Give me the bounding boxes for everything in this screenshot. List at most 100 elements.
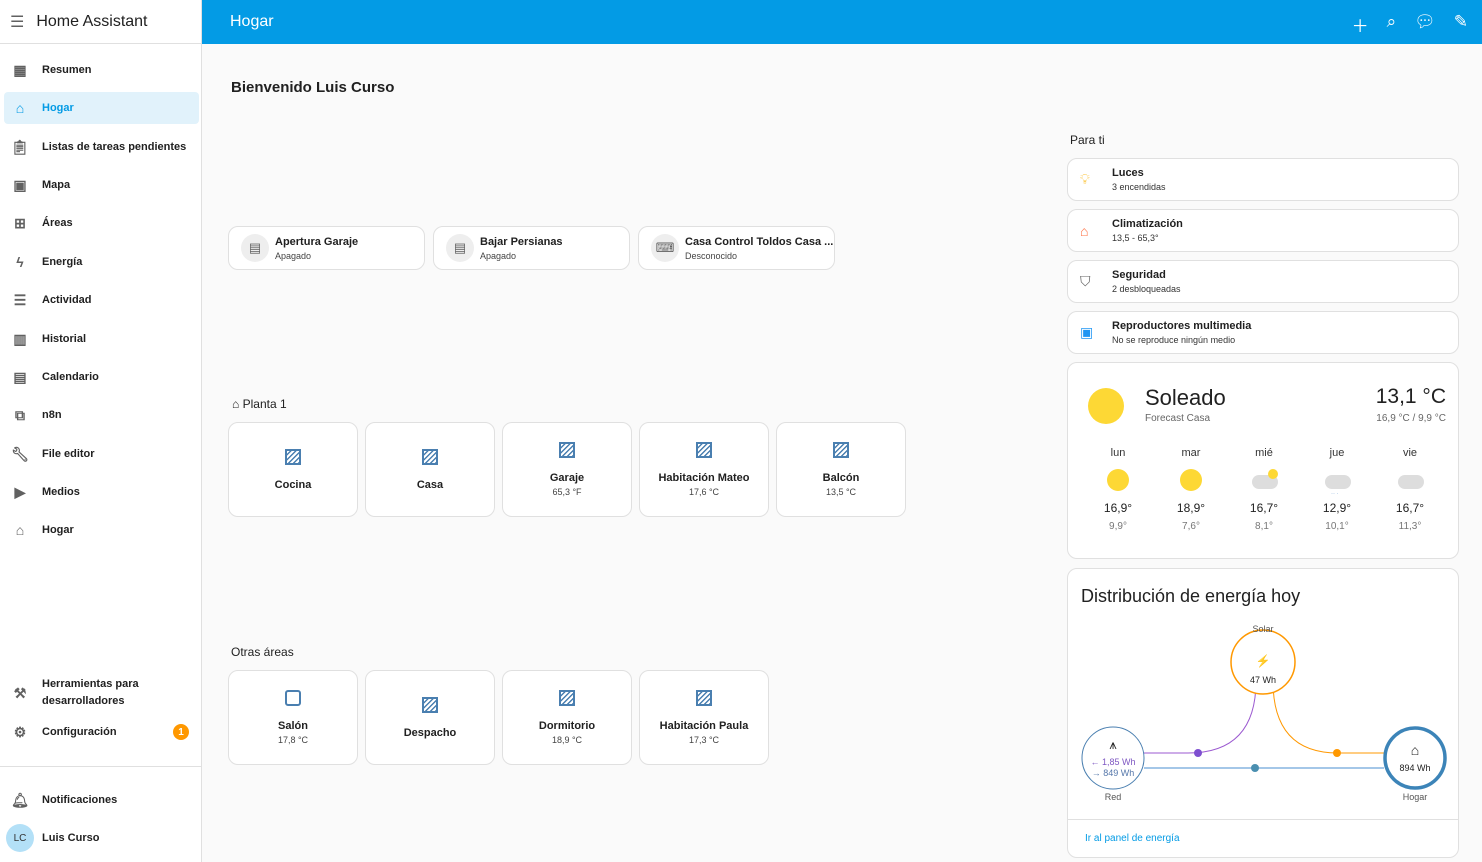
solar-node xyxy=(1230,629,1296,695)
area-card[interactable]: Casa xyxy=(365,422,495,517)
area-card[interactable]: Dormitorio 18,9 °C xyxy=(502,670,632,765)
home-value: 894 Wh xyxy=(1399,763,1431,773)
solar-to-grid-line xyxy=(1144,680,1257,754)
sidebar-item[interactable]: 📋︎ Listas de tareas pendientes xyxy=(11,138,187,155)
clipboard-list-icon: 📋︎ xyxy=(11,138,29,155)
sunny-icon xyxy=(1179,469,1203,493)
weather-temp: 13,1 °C xyxy=(1375,385,1446,408)
weather-name: Forecast Casa xyxy=(1145,413,1211,424)
energy-flow-diagram xyxy=(1081,629,1447,790)
partly-cloudy-icon xyxy=(1252,469,1278,493)
grid-label: Red xyxy=(1104,792,1122,802)
para-ti-heading: Para ti xyxy=(1070,133,1105,147)
search-icon[interactable]: ⌕ xyxy=(1386,12,1397,31)
para-ti-card[interactable]: ▣ Reproductores multimedia No se reproduce… xyxy=(1067,311,1459,354)
sidebar-item[interactable]: ϟ Energía xyxy=(4,246,199,278)
avatar: LC xyxy=(6,824,34,852)
para-ti-card[interactable]: 💡︎ Luces 3 encendidas xyxy=(1067,158,1459,201)
sunny-icon xyxy=(1088,388,1124,424)
area-card[interactable]: Habitación Mateo 17,6 °C xyxy=(639,422,769,517)
divider xyxy=(0,766,201,767)
top-bar: Hogar ＋ ⌕ 💬︎ ✎ xyxy=(202,0,1482,44)
flow-dot xyxy=(1251,764,1259,772)
sidebar-item[interactable]: ▶ Medios xyxy=(4,476,199,508)
area-icon xyxy=(559,690,575,706)
area-icon xyxy=(696,442,712,458)
pencil-icon[interactable]: ✎ xyxy=(1453,12,1468,31)
area-icon xyxy=(285,448,301,465)
entity-tile[interactable]: ▤ Apertura Garaje Apagado xyxy=(228,226,425,270)
area-card[interactable]: Garaje 65,3 °F xyxy=(502,422,632,517)
sidebar-item[interactable]: ⌂ Hogar xyxy=(4,514,199,546)
settings-badge: 1 xyxy=(173,724,189,740)
area-card[interactable]: Balcón 13,5 °C xyxy=(776,422,906,517)
map-account-icon: ▣ xyxy=(13,176,27,193)
home-node xyxy=(1383,726,1447,790)
page-title: Hogar xyxy=(230,13,274,30)
chart-box-icon: ▥ xyxy=(13,330,27,347)
sidebar-item-notifications[interactable]: 🔔︎ Notificaciones xyxy=(11,791,118,808)
transmission-tower-icon: ⩚ xyxy=(1109,737,1117,752)
area-card[interactable]: Despacho xyxy=(365,670,495,765)
floor-plan-icon: ⊞ xyxy=(14,214,26,231)
home-label: Hogar xyxy=(1402,792,1428,802)
sidebar-item[interactable]: ▣ Mapa xyxy=(13,176,71,193)
sidebar-item-settings[interactable]: ⚙ Configuración 1 xyxy=(4,716,199,748)
home-leaf-icon: ⌂ xyxy=(15,100,25,116)
welcome-heading: Bienvenido Luis Curso xyxy=(231,79,395,96)
grid-in: ← 1,85 Wh xyxy=(1090,757,1136,767)
cloudy-icon xyxy=(1398,469,1424,493)
forecast-day: jue ·· · 12,9° 10,1° xyxy=(1322,447,1352,532)
weather-condition: Soleado xyxy=(1145,385,1226,410)
home-thermometer-icon: ⌂ xyxy=(1080,222,1089,239)
dashboard-icon: ▦ xyxy=(13,61,27,78)
flow-dot xyxy=(1333,749,1341,757)
script-icon: ▤ xyxy=(241,234,269,262)
solar-to-home-line xyxy=(1272,680,1384,754)
area-icon xyxy=(422,696,438,713)
plus-icon[interactable]: ＋ xyxy=(1351,17,1369,36)
para-ti-card[interactable]: ⛉ Seguridad 2 desbloqueadas xyxy=(1067,260,1459,303)
energy-dashboard-link[interactable]: Ir al panel de energía xyxy=(1085,833,1180,844)
entity-tile[interactable]: ⌨ Casa Control Toldos Casa ... Desconocido xyxy=(638,226,835,270)
sitemap-icon: ⧉ xyxy=(15,406,25,423)
grid-out: → 849 Wh xyxy=(1091,768,1135,778)
energy-card: Distribución de energía hoy Solar ⚡ 47 W… xyxy=(1067,568,1459,858)
home-icon: ⌂ xyxy=(1410,742,1420,758)
para-ti-card[interactable]: ⌂ Climatización 13,5 - 65,3° xyxy=(1067,209,1459,252)
area-card[interactable]: Cocina xyxy=(228,422,358,517)
sidebar: ☰ Home Assistant ▦ Resumen ⌂ Hogar 📋︎ Listas … xyxy=(0,0,202,862)
calendar-icon: ▤ xyxy=(13,368,27,385)
multimedia-icon: ▣ xyxy=(1080,324,1094,340)
menu-icon[interactable]: ☰ xyxy=(10,13,25,31)
home-icon: ⌂ xyxy=(15,522,25,538)
solar-value: 47 Wh xyxy=(1249,675,1276,685)
area-card[interactable]: Habitación Paula 17,3 °C xyxy=(639,670,769,765)
sidebar-item-user[interactable]: LC Luis Curso xyxy=(4,822,199,854)
assist-icon[interactable]: 💬︎ xyxy=(1414,12,1436,31)
sofa-icon xyxy=(285,690,301,706)
home-icon: ⌂ xyxy=(232,397,240,411)
forecast-day: mié 16,7° 8,1° xyxy=(1249,447,1279,532)
lightning-icon: ϟ xyxy=(16,254,24,270)
section-otras-areas: Otras áreas xyxy=(231,645,294,659)
entity-tile[interactable]: ▤ Bajar Persianas Apagado xyxy=(433,226,630,270)
sidebar-item[interactable]: ▦ Resumen xyxy=(13,61,92,78)
sidebar-item[interactable]: ☰ Actividad xyxy=(13,291,92,308)
hammer-icon: ⚒ xyxy=(13,684,27,701)
remote-icon: ⌨ xyxy=(651,234,679,262)
list-icon: ☰ xyxy=(13,291,27,308)
sidebar-item[interactable]: ⌂ Hogar xyxy=(4,92,199,124)
shield-icon: ⛉ xyxy=(1080,273,1091,289)
sidebar-item[interactable]: ▤ Calendario xyxy=(13,368,99,385)
sidebar-item[interactable]: ⊞ Áreas xyxy=(4,207,199,239)
sidebar-item-dev-tools[interactable]: ⚒ Herramientas para desarrolladores xyxy=(13,678,139,707)
sidebar-item[interactable]: ▥ Historial xyxy=(13,330,87,347)
sidebar-item[interactable]: 🔧︎ File editor xyxy=(11,445,95,462)
weather-card[interactable]: Soleado Forecast Casa 13,1 °C 16,9 °C / … xyxy=(1067,362,1459,559)
flow-dot xyxy=(1194,749,1202,757)
sidebar-item[interactable]: ⧉ n8n xyxy=(4,399,199,431)
area-card[interactable]: Salón 17,8 °C xyxy=(228,670,358,765)
script-icon: ▤ xyxy=(446,234,474,262)
solar-panel-icon: ⚡ xyxy=(1255,654,1271,668)
